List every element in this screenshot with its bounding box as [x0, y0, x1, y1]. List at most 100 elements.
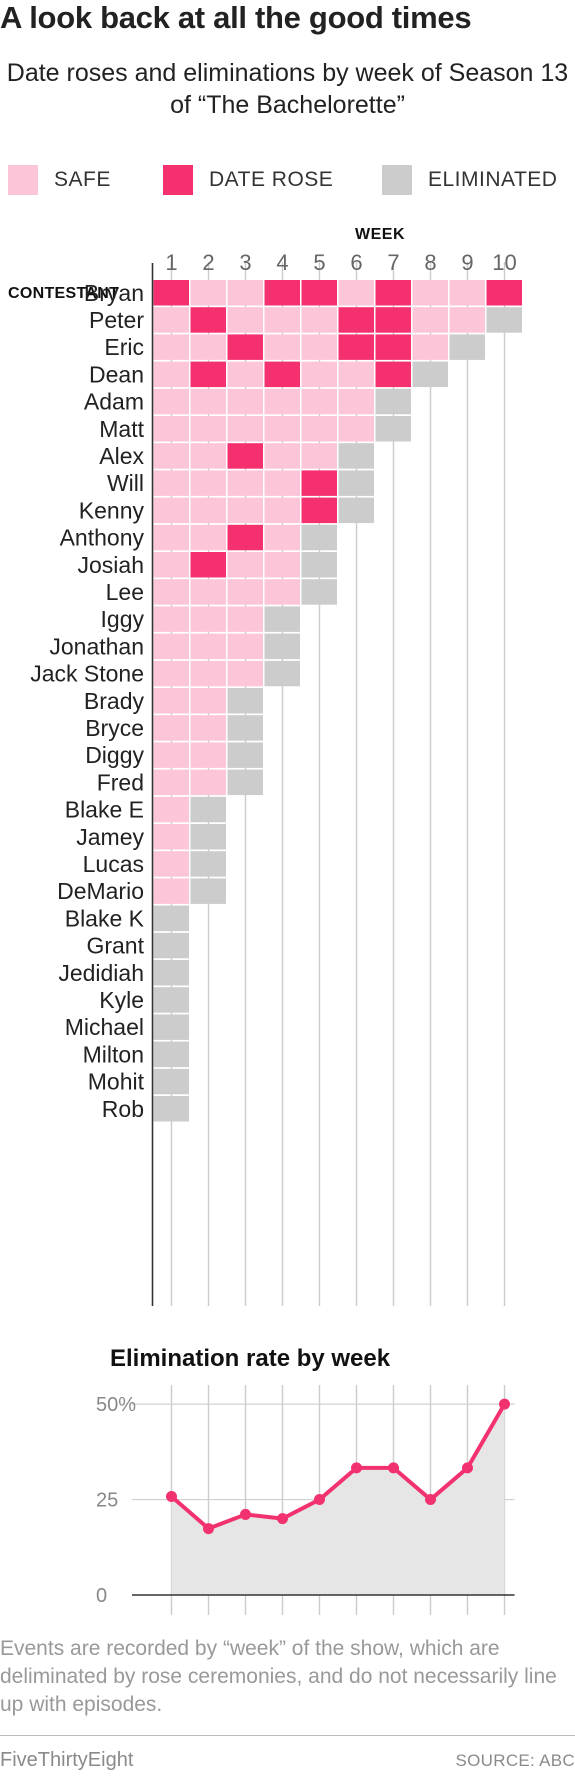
contestant-name: Josiah	[78, 552, 144, 578]
cell-safe	[301, 334, 337, 360]
cell-safe	[153, 416, 189, 442]
cell-eliminated	[153, 1014, 189, 1040]
contestant-name: Alex	[99, 443, 144, 469]
cell-safe	[227, 497, 263, 524]
cell-eliminated	[338, 497, 374, 524]
cell-safe	[227, 416, 263, 442]
cell-safe	[227, 660, 263, 687]
cell-eliminated	[190, 878, 226, 904]
cell-eliminated	[190, 851, 226, 877]
contestant-name: Bryan	[84, 280, 144, 306]
contestant-name: Brady	[84, 688, 145, 714]
cell-safe	[412, 334, 448, 360]
contestant-name: Milton	[83, 1041, 144, 1067]
cell-safe	[264, 470, 300, 496]
contestant-name: Jamey	[76, 824, 144, 850]
contestant-name: Blake K	[65, 905, 145, 931]
cell-safe	[338, 361, 374, 388]
cell-safe	[412, 280, 448, 306]
cell-safe	[227, 606, 263, 632]
rate-point	[425, 1494, 436, 1506]
rate-tick-label: 25	[96, 1490, 118, 1512]
cell-safe	[227, 552, 263, 578]
cell-date-rose	[227, 443, 263, 469]
contestant-name: Kenny	[79, 497, 145, 523]
cell-safe	[153, 824, 189, 850]
cell-safe	[227, 307, 263, 333]
contestant-name: Eric	[104, 334, 144, 360]
cell-date-rose	[375, 361, 411, 388]
cell-safe	[153, 633, 189, 660]
cell-eliminated	[375, 416, 411, 442]
rate-point	[351, 1462, 362, 1474]
cell-date-rose	[301, 497, 337, 524]
cell-safe	[153, 334, 189, 360]
cell-date-rose	[375, 280, 411, 306]
cell-safe	[264, 497, 300, 524]
cell-eliminated	[338, 443, 374, 469]
contestant-name: Iggy	[101, 606, 145, 632]
cell-safe	[338, 416, 374, 442]
cell-safe	[227, 470, 263, 496]
cell-eliminated	[301, 524, 337, 551]
cell-date-rose	[153, 280, 189, 306]
contestant-week-heatmap: 1 2 3 4 5 6 7 8 9 10 BryanPeterEricDeanAdamMattAle…	[30, 250, 522, 1306]
cell-safe	[301, 416, 337, 442]
cell-safe	[227, 633, 263, 660]
cell-eliminated	[264, 660, 300, 687]
week-tick-label: 2	[202, 250, 214, 275]
cell-safe	[153, 796, 189, 823]
legend-label-date-rose: DATE ROSE	[209, 168, 334, 191]
cell-eliminated	[190, 796, 226, 823]
cell-safe	[153, 361, 189, 388]
contestant-name: Rob	[102, 1096, 144, 1122]
cell-safe	[190, 742, 226, 768]
cell-date-rose	[227, 524, 263, 551]
cell-safe	[264, 416, 300, 442]
cell-safe	[301, 361, 337, 388]
week-tick-label: 9	[461, 250, 473, 275]
cell-safe	[153, 552, 189, 578]
cell-eliminated	[153, 932, 189, 959]
cell-safe	[190, 416, 226, 442]
cell-safe	[227, 361, 263, 388]
cell-safe	[190, 470, 226, 496]
contestant-name: Peter	[89, 307, 144, 333]
cell-date-rose	[227, 334, 263, 360]
cell-safe	[190, 497, 226, 524]
week-tick-label: 7	[387, 250, 399, 275]
rate-point	[277, 1513, 288, 1525]
footer-divider	[0, 1735, 575, 1736]
cell-safe	[153, 579, 189, 605]
elimination-rate-chart: 0 25 50%	[96, 1385, 515, 1615]
cell-safe	[153, 878, 189, 904]
contestant-name: Jack Stone	[30, 661, 144, 687]
cell-safe	[190, 388, 226, 415]
week-tick-label: 5	[313, 250, 325, 275]
cell-date-rose	[338, 307, 374, 333]
contestant-name: Will	[107, 470, 144, 496]
cell-date-rose	[264, 280, 300, 306]
cell-eliminated	[227, 742, 263, 768]
contestant-axis-title: CONTESTANT	[8, 285, 120, 302]
contestant-name: Blake E	[65, 797, 144, 823]
cell-date-rose	[190, 307, 226, 333]
week-tick-label: 1	[165, 250, 177, 275]
cell-eliminated	[227, 715, 263, 741]
rate-point	[388, 1462, 399, 1474]
cell-eliminated	[153, 1068, 189, 1095]
cell-safe	[190, 633, 226, 660]
cell-safe	[227, 579, 263, 605]
cell-safe	[153, 307, 189, 333]
legend-swatch-safe	[8, 165, 38, 195]
week-axis-title: WEEK	[355, 226, 405, 243]
cell-safe	[153, 497, 189, 524]
cell-eliminated	[227, 688, 263, 714]
rate-chart-title: Elimination rate by week	[110, 1345, 391, 1372]
contestant-name: Michael	[65, 1014, 144, 1040]
contestant-name: Jedidiah	[58, 960, 144, 986]
cell-safe	[190, 443, 226, 469]
cell-safe	[153, 524, 189, 551]
rate-point	[166, 1490, 177, 1502]
legend-swatch-eliminated	[382, 165, 412, 195]
